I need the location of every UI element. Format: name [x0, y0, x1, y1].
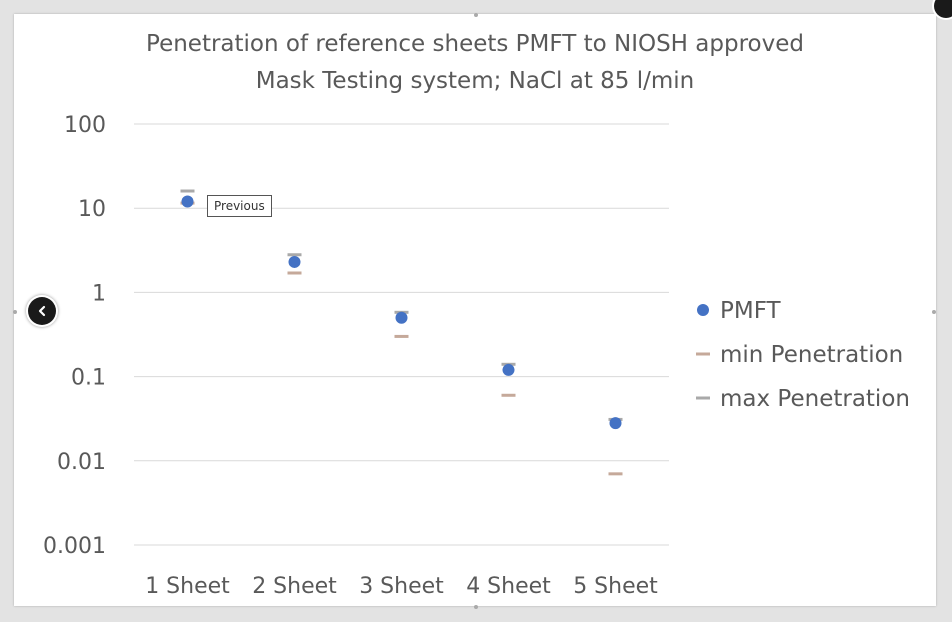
- legend-label: min Penetration: [720, 342, 903, 368]
- pmft-point: [502, 363, 515, 376]
- previous-tooltip: Previous: [207, 195, 272, 217]
- pmft-point: [395, 311, 408, 324]
- y-tick-label: 0.1: [71, 366, 106, 391]
- edge-handle-top: [474, 13, 478, 17]
- x-tick-label: 5 Sheet: [573, 574, 658, 599]
- legend-marker-dash: [696, 396, 710, 400]
- y-tick-label: 100: [64, 113, 106, 138]
- data-marks: [180, 189, 623, 476]
- y-axis-ticks: 100 10 1 0.1 0.01 0.001: [43, 113, 106, 559]
- min-penetration-marker: [394, 334, 409, 338]
- edge-handle-left: [13, 310, 17, 314]
- legend-marker-pmft: [697, 304, 709, 316]
- chart-title-line-1: Penetration of reference sheets PMFT to …: [146, 31, 804, 57]
- close-icon[interactable]: [934, 0, 952, 18]
- x-axis-ticks: 1 Sheet 2 Sheet 3 Sheet 4 Sheet 5 Sheet: [145, 574, 658, 599]
- edge-handle-right: [932, 310, 936, 314]
- legend-label: max Penetration: [720, 386, 910, 412]
- x-tick-label: 3 Sheet: [359, 574, 444, 599]
- x-tick-label: 1 Sheet: [145, 574, 230, 599]
- x-tick-label: 4 Sheet: [466, 574, 551, 599]
- y-tick-label: 10: [78, 197, 106, 222]
- legend: PMFT min Penetration max Penetration: [696, 298, 910, 412]
- min-penetration-marker: [501, 393, 516, 397]
- chart-canvas: Penetration of reference sheets PMFT to …: [43, 31, 910, 599]
- pmft-point: [181, 195, 194, 208]
- legend-label: PMFT: [720, 298, 782, 324]
- chevron-left-icon: [38, 305, 46, 317]
- chart-frame: Penetration of reference sheets PMFT to …: [14, 14, 936, 606]
- legend-marker-dash: [696, 352, 710, 356]
- edge-handle-bottom: [474, 605, 478, 609]
- y-tick-label: 1: [92, 281, 106, 306]
- pmft-point: [288, 255, 301, 268]
- min-penetration-marker: [608, 472, 623, 476]
- x-tick-label: 2 Sheet: [252, 574, 337, 599]
- min-penetration-marker: [287, 271, 302, 275]
- y-tick-label: 0.01: [57, 450, 106, 475]
- max-penetration-marker: [180, 189, 195, 193]
- max-penetration-marker: [287, 253, 302, 257]
- pmft-point: [609, 417, 622, 430]
- chart-title-line-2: Mask Testing system; NaCl at 85 l/min: [256, 68, 695, 94]
- previous-button[interactable]: [28, 297, 56, 325]
- y-tick-label: 0.001: [43, 534, 106, 559]
- grid-lines: [134, 123, 669, 546]
